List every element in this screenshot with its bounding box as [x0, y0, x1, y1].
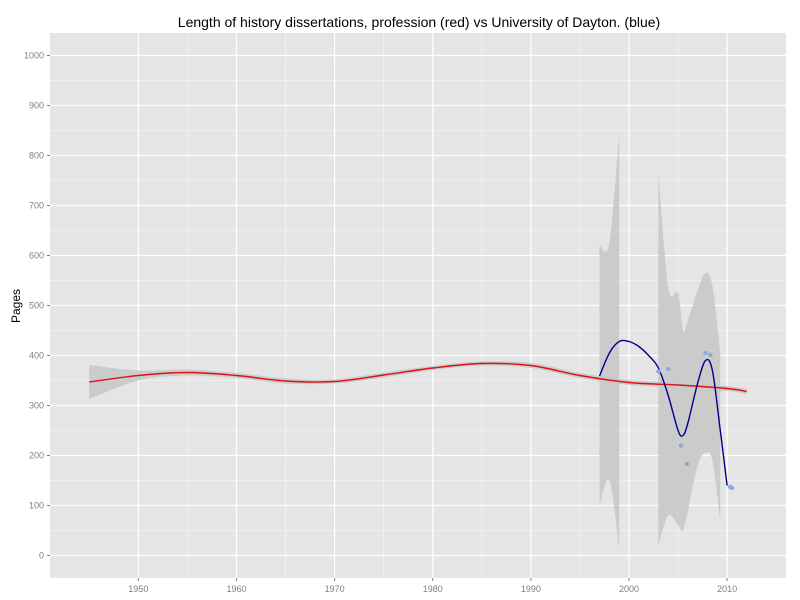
y-tick-label: 100	[29, 501, 44, 511]
y-tick-label: 400	[29, 351, 44, 361]
data-points	[656, 350, 735, 491]
x-tick-label: 1980	[423, 584, 443, 594]
profession-trend-line	[89, 362, 747, 393]
series-lines	[89, 339, 747, 486]
y-axis-label: Pages	[9, 289, 23, 323]
data-point	[666, 366, 671, 372]
x-axis-ticks: 1950 1960 1970 1980 1990 2000 2010	[128, 578, 737, 594]
x-tick-label: 1990	[521, 584, 541, 594]
confidence-band	[658, 173, 721, 546]
x-tick-label: 2000	[619, 584, 639, 594]
y-tick-label: 1000	[24, 51, 44, 61]
confidence-ribbons	[89, 135, 747, 548]
y-tick-label: 300	[29, 401, 44, 411]
y-tick-label: 600	[29, 251, 44, 261]
chart-title: Length of history dissertations, profess…	[177, 14, 661, 30]
y-tick-label: 900	[29, 101, 44, 111]
data-point	[729, 485, 735, 491]
x-tick-label: 2010	[717, 584, 737, 594]
x-tick-label: 1970	[325, 584, 345, 594]
x-tick-label: 1960	[226, 584, 246, 594]
data-point	[656, 369, 661, 374]
confidence-band	[599, 135, 620, 548]
dayton-trend-line	[598, 339, 728, 486]
y-tick-label: 700	[29, 201, 44, 211]
y-tick-label: 0	[39, 551, 44, 561]
y-tick-label: 200	[29, 451, 44, 461]
y-tick-label: 800	[29, 151, 44, 161]
data-point	[684, 461, 690, 467]
y-axis-ticks: 0 100 200 300 400 500 600 700 800 900 1000	[24, 51, 50, 561]
y-tick-label: 500	[29, 301, 44, 311]
data-point	[678, 443, 684, 448]
data-point	[703, 350, 708, 356]
x-tick-label: 1950	[128, 584, 148, 594]
data-point	[708, 352, 713, 358]
